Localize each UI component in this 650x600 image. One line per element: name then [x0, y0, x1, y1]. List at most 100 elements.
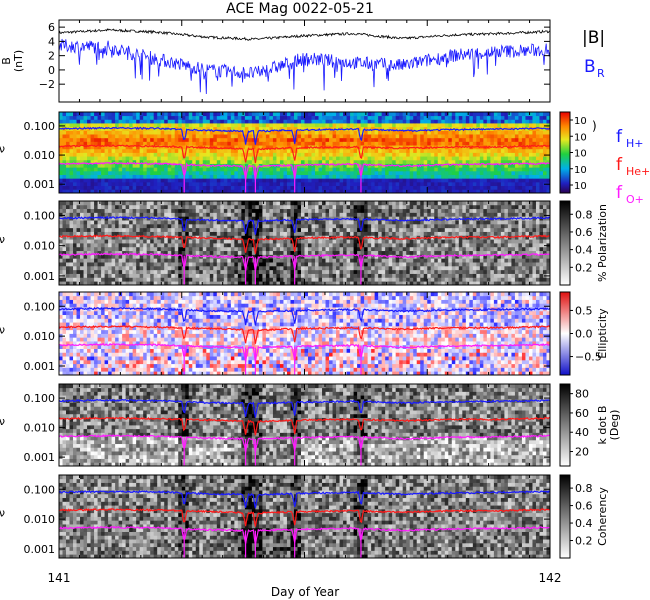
heatmap-cell [511, 163, 516, 168]
heatmap-cell [325, 223, 330, 229]
heatmap-cell [132, 123, 137, 128]
heatmap-cell [125, 126, 130, 131]
heatmap-cell [234, 145, 239, 150]
heatmap-cell [283, 174, 288, 179]
heatmap-cell [227, 189, 232, 194]
heatmap-cell [220, 170, 225, 175]
heatmap-cell [227, 185, 232, 190]
heatmap-cell [241, 174, 246, 179]
heatmap-cell [248, 137, 253, 142]
heatmap-cell [318, 262, 323, 267]
heatmap-cell [448, 185, 453, 190]
heatmap-cell [66, 185, 70, 190]
heatmap-cell [150, 258, 155, 263]
heatmap-cell [202, 181, 207, 187]
heatmap-cell [406, 141, 411, 146]
heatmap-cell [304, 220, 309, 225]
heatmap-cell [353, 159, 358, 164]
heatmap-cell [479, 185, 484, 190]
heatmap-cell [265, 243, 270, 248]
heatmap-cell [507, 167, 512, 172]
heatmap-cell [318, 208, 323, 213]
heatmap-cell [367, 167, 372, 172]
heatmap-cell [325, 178, 330, 183]
heatmap-cell [104, 174, 109, 179]
heatmap-cell [136, 262, 141, 267]
heatmap-cell [241, 163, 246, 168]
heatmap-cell [209, 231, 214, 236]
heatmap-cell [220, 262, 225, 267]
heatmap-cell [315, 170, 319, 175]
heatmap-cell [451, 163, 456, 168]
heatmap-cell [462, 156, 467, 161]
heatmap-cell [451, 189, 456, 194]
heatmap-cell [146, 185, 151, 190]
heatmap-cell [521, 181, 526, 187]
heatmap-cell [283, 262, 288, 267]
heatmap-cell [297, 265, 302, 271]
heatmap-cell [311, 262, 316, 267]
heatmap-cell [290, 212, 295, 217]
heatmap-cell [195, 115, 200, 120]
heatmap-cell [76, 178, 81, 183]
heatmap-cell [83, 134, 88, 139]
heatmap-cell [97, 159, 102, 164]
heatmap-cell [248, 277, 253, 282]
heatmap-cell [76, 277, 81, 282]
heatmap-cell [329, 156, 333, 161]
heatmap-cell [507, 156, 512, 161]
heatmap-cell [69, 181, 74, 187]
heatmap-cell [230, 141, 235, 146]
heatmap-cell [118, 170, 123, 175]
heatmap-cell [230, 170, 235, 175]
heatmap-cell [76, 141, 81, 146]
heatmap-cell [315, 174, 319, 179]
heatmap-cell [90, 281, 95, 286]
heatmap-cell [227, 115, 232, 120]
heatmap-cell [139, 141, 144, 146]
heatmap-cell [258, 148, 263, 153]
heatmap-cell [332, 212, 337, 217]
heatmap-cell [469, 156, 474, 161]
heatmap-cell [336, 163, 340, 168]
heatmap-cell [343, 134, 347, 139]
heatmap-cell [406, 178, 411, 183]
heatmap-cell [213, 156, 218, 161]
heatmap-cell [101, 239, 105, 244]
heatmap-cell [279, 265, 284, 271]
heatmap-cell [315, 212, 319, 217]
heatmap-cell [227, 273, 232, 278]
heatmap-cell [251, 231, 256, 236]
heatmap-cell [304, 148, 309, 153]
heatmap-cell [139, 246, 144, 252]
heatmap-cell [300, 212, 305, 217]
heatmap-cell [343, 178, 347, 183]
heatmap-cell [416, 141, 421, 146]
heatmap-cell [234, 212, 239, 217]
heatmap-cell [62, 269, 67, 274]
heatmap-cell [251, 141, 256, 146]
heatmap-cell [493, 148, 498, 153]
heatmap-cell [209, 156, 214, 161]
heatmap-cell [73, 178, 77, 183]
heatmap-cell [185, 185, 190, 190]
heatmap-cell [111, 181, 116, 187]
heatmap-cell [546, 115, 551, 120]
heatmap-cell [206, 273, 211, 278]
heatmap-cell [518, 115, 523, 120]
heatmap-cell [202, 220, 207, 225]
heatmap-cell [357, 137, 362, 142]
heatmap-cell [188, 262, 193, 267]
heatmap-cell [308, 163, 312, 168]
heatmap-cell [297, 159, 302, 164]
heatmap-cell [216, 112, 221, 117]
heatmap-cell [486, 163, 491, 168]
heatmap-cell [304, 239, 309, 244]
heatmap-cell [455, 134, 460, 139]
heatmap-cell [279, 235, 284, 240]
heatmap-cell [181, 130, 186, 135]
heatmap-cell [272, 159, 277, 164]
heatmap-cell [479, 156, 484, 161]
heatmap-cell [227, 277, 232, 282]
heatmap-cell [132, 156, 137, 161]
